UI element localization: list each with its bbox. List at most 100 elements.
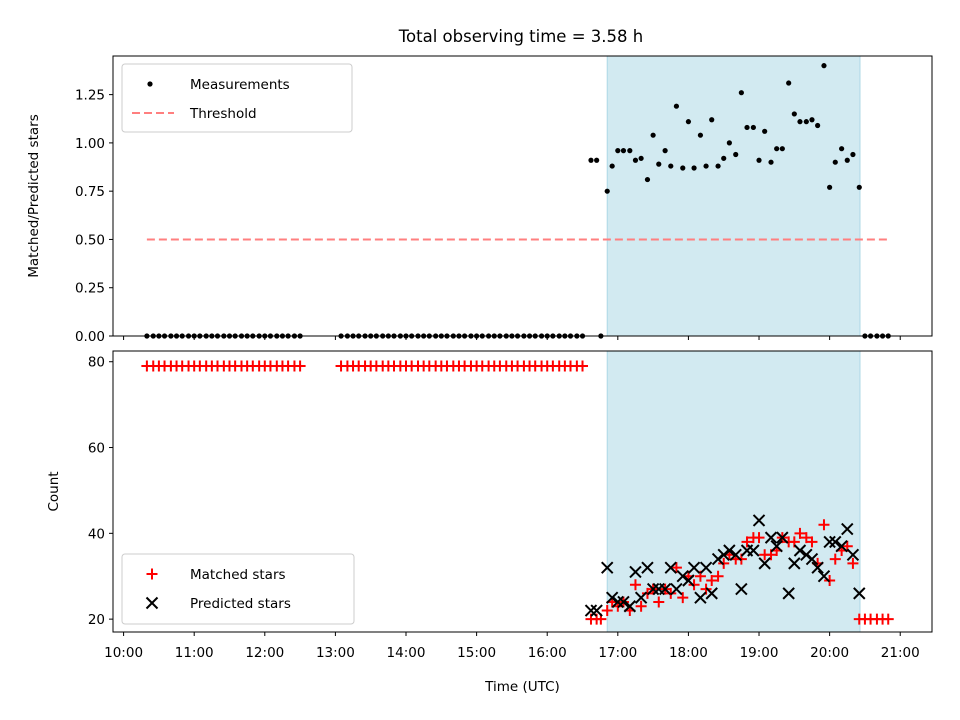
measurement-point <box>685 119 692 125</box>
measurement-point <box>786 80 792 86</box>
measurement-point <box>750 124 756 131</box>
top-y-ticks: 0.00 0.25 0.50 0.75 1.00 1.25 <box>75 88 113 345</box>
x-axis-label: Time (UTC) <box>484 679 560 695</box>
matched-star-point <box>882 613 894 625</box>
measurement-point <box>827 184 833 190</box>
predicted-star-point <box>811 561 824 574</box>
legend-label: Matched stars <box>190 567 286 583</box>
measurement-point <box>768 159 774 165</box>
measurement-point <box>815 122 821 129</box>
x-tick-label: 13:00 <box>316 645 355 661</box>
matched-star-point <box>712 570 724 582</box>
matched-star-point <box>706 575 718 587</box>
y-tick-label: 0.00 <box>75 329 105 345</box>
measurement-point <box>733 151 739 158</box>
predicted-star-point <box>829 535 842 549</box>
matched-star-point <box>629 579 641 591</box>
measurement-point <box>638 155 644 161</box>
predicted-star-point <box>805 552 819 566</box>
measurement-point <box>594 157 600 163</box>
measurement-point <box>779 146 785 152</box>
measurement-point <box>774 146 780 152</box>
measurement-point <box>809 117 815 123</box>
y-tick-label: 40 <box>88 526 105 542</box>
y-tick-label: 60 <box>88 441 105 457</box>
bottom-axes-frame <box>112 350 933 633</box>
predicted-star-point <box>658 582 672 596</box>
matched-star-point <box>653 596 665 608</box>
measurement-point <box>797 119 803 125</box>
legend-measurement-marker <box>147 81 153 87</box>
bottom-shaded-region <box>606 350 861 633</box>
predicted-star-point <box>670 582 683 596</box>
measurement-point <box>703 163 709 169</box>
measurement-point <box>756 157 762 163</box>
predicted-star-point <box>853 587 866 600</box>
x-tick-label: 17:00 <box>598 645 637 661</box>
predicted-star-point <box>788 557 801 570</box>
measurement-point <box>644 176 651 183</box>
measurement-point <box>632 157 639 163</box>
measurement-point <box>715 163 721 169</box>
predicted-star-point <box>823 535 836 549</box>
matched-star-point <box>635 600 647 612</box>
measurement-point <box>709 117 715 123</box>
top-shaded-region <box>606 55 861 337</box>
matched-star-point <box>577 360 589 372</box>
predicted-star-point <box>752 514 766 527</box>
legend-label: Threshold <box>189 106 257 122</box>
predicted-star-point <box>629 565 642 579</box>
bottom-x-ticks: 10:00 11:00 12:00 13:00 14:00 15:00 16:00 17:00… <box>104 632 920 661</box>
measurement-point <box>844 157 850 163</box>
predicted-star-point <box>682 574 695 587</box>
matched-star-point <box>818 519 830 531</box>
predicted-star-point <box>694 591 707 604</box>
predicted-star-point <box>764 531 778 544</box>
predicted-star-point <box>723 544 736 557</box>
measurement-point <box>791 111 797 117</box>
predicted-star-point <box>601 561 614 574</box>
y-tick-label: 0.50 <box>75 232 105 248</box>
x-tick-label: 11:00 <box>175 645 214 661</box>
y-tick-label: 0.25 <box>75 281 105 297</box>
predicted-star-point <box>584 604 598 617</box>
measurement-point <box>744 124 750 131</box>
measurement-point <box>680 165 686 171</box>
measurement-point <box>673 103 680 109</box>
matched-star-point <box>794 527 806 539</box>
y-tick-label: 0.75 <box>75 184 105 200</box>
predicted-star-point <box>611 595 625 609</box>
matched-star-point <box>601 605 613 617</box>
predicted-star-point <box>841 522 854 536</box>
y-tick-label: 1.25 <box>75 88 105 104</box>
measurement-point <box>856 184 862 190</box>
measurement-point <box>627 148 633 154</box>
predicted-star-point <box>835 539 848 553</box>
measurement-point <box>762 128 768 134</box>
predicted-star-point <box>758 557 771 570</box>
predicted-star-point <box>617 595 630 609</box>
bottom-y-ticks: 20 40 60 80 <box>88 355 113 628</box>
measurement-point <box>832 159 838 165</box>
predicted-star-point <box>735 582 748 596</box>
measurement-point <box>588 157 594 163</box>
measurement-point <box>662 148 668 154</box>
measurement-point <box>697 132 704 138</box>
predicted-star-point <box>699 561 713 574</box>
matched-star-point <box>294 360 306 372</box>
y-tick-label: 1.00 <box>75 136 105 152</box>
predicted-star-point <box>705 587 718 600</box>
measurement-point <box>656 161 662 167</box>
measurement-point <box>620 148 627 154</box>
top-legend: Measurements Threshold <box>121 63 353 133</box>
matched-star-point <box>806 536 818 548</box>
predicted-star-point <box>782 587 795 600</box>
x-tick-label: 15:00 <box>457 645 496 661</box>
measurement-point <box>615 148 621 154</box>
matched-star-point <box>847 557 859 569</box>
chart-title: Total observing time = 3.58 h <box>398 27 643 46</box>
y-tick-label: 80 <box>88 355 105 371</box>
predicted-star-point <box>634 591 648 604</box>
